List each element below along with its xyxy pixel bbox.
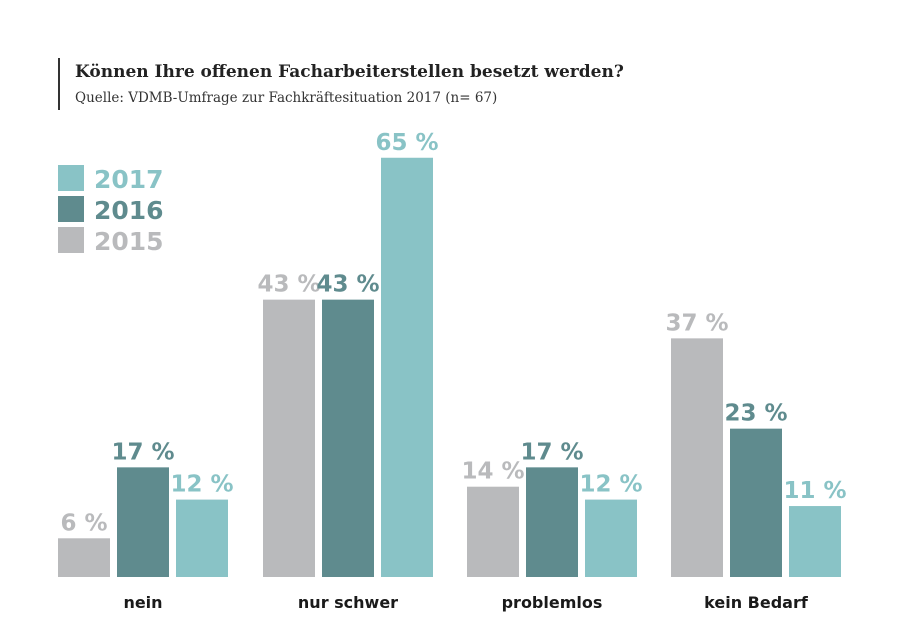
bar-nur-schwer-2017: [381, 157, 433, 577]
legend-label-2017: 2017: [94, 165, 164, 194]
value-label-nur-schwer-2017: 65 %: [375, 130, 438, 156]
bar-kein-Bedarf-2017: [789, 506, 841, 577]
legend-swatch-2016: [58, 196, 84, 222]
value-label-kein-Bedarf-2017: 11 %: [783, 478, 846, 504]
value-label-nein-2016: 17 %: [111, 439, 174, 465]
chart-title: Können Ihre offenen Facharbeiterstellen …: [75, 62, 624, 82]
category-label-problemlos: problemlos: [502, 593, 603, 612]
value-label-nein-2017: 12 %: [170, 472, 233, 498]
category-label-nur-schwer: nur schwer: [298, 593, 398, 612]
bar-problemlos-2017: [585, 499, 637, 577]
chart-subtitle: Quelle: VDMB-Umfrage zur Fachkräftesitua…: [75, 90, 498, 106]
legend-label-2015: 2015: [94, 227, 164, 256]
value-label-nur-schwer-2016: 43 %: [316, 272, 379, 298]
value-label-problemlos-2017: 12 %: [579, 472, 642, 498]
bar-nein-2017: [176, 499, 228, 577]
bar-problemlos-2016: [526, 467, 578, 577]
bar-nein-2016: [117, 467, 169, 577]
bar-nur-schwer-2015: [263, 299, 315, 577]
value-label-nur-schwer-2015: 43 %: [257, 272, 320, 298]
value-label-kein-Bedarf-2015: 37 %: [665, 310, 728, 336]
bar-nur-schwer-2016: [322, 299, 374, 577]
value-label-problemlos-2016: 17 %: [520, 439, 583, 465]
bar-problemlos-2015: [467, 486, 519, 577]
bar-kein-Bedarf-2015: [671, 338, 723, 577]
legend-swatch-2017: [58, 165, 84, 191]
bar-kein-Bedarf-2016: [730, 428, 782, 577]
value-label-problemlos-2015: 14 %: [461, 459, 524, 485]
bar-nein-2015: [58, 538, 110, 577]
category-label-nein: nein: [123, 593, 162, 612]
category-label-kein-Bedarf: kein Bedarf: [704, 593, 809, 612]
legend-label-2016: 2016: [94, 196, 164, 225]
title-accent-bar: [58, 58, 60, 110]
value-label-nein-2015: 6 %: [60, 510, 107, 536]
legend-swatch-2015: [58, 227, 84, 253]
value-label-kein-Bedarf-2016: 23 %: [724, 401, 787, 427]
